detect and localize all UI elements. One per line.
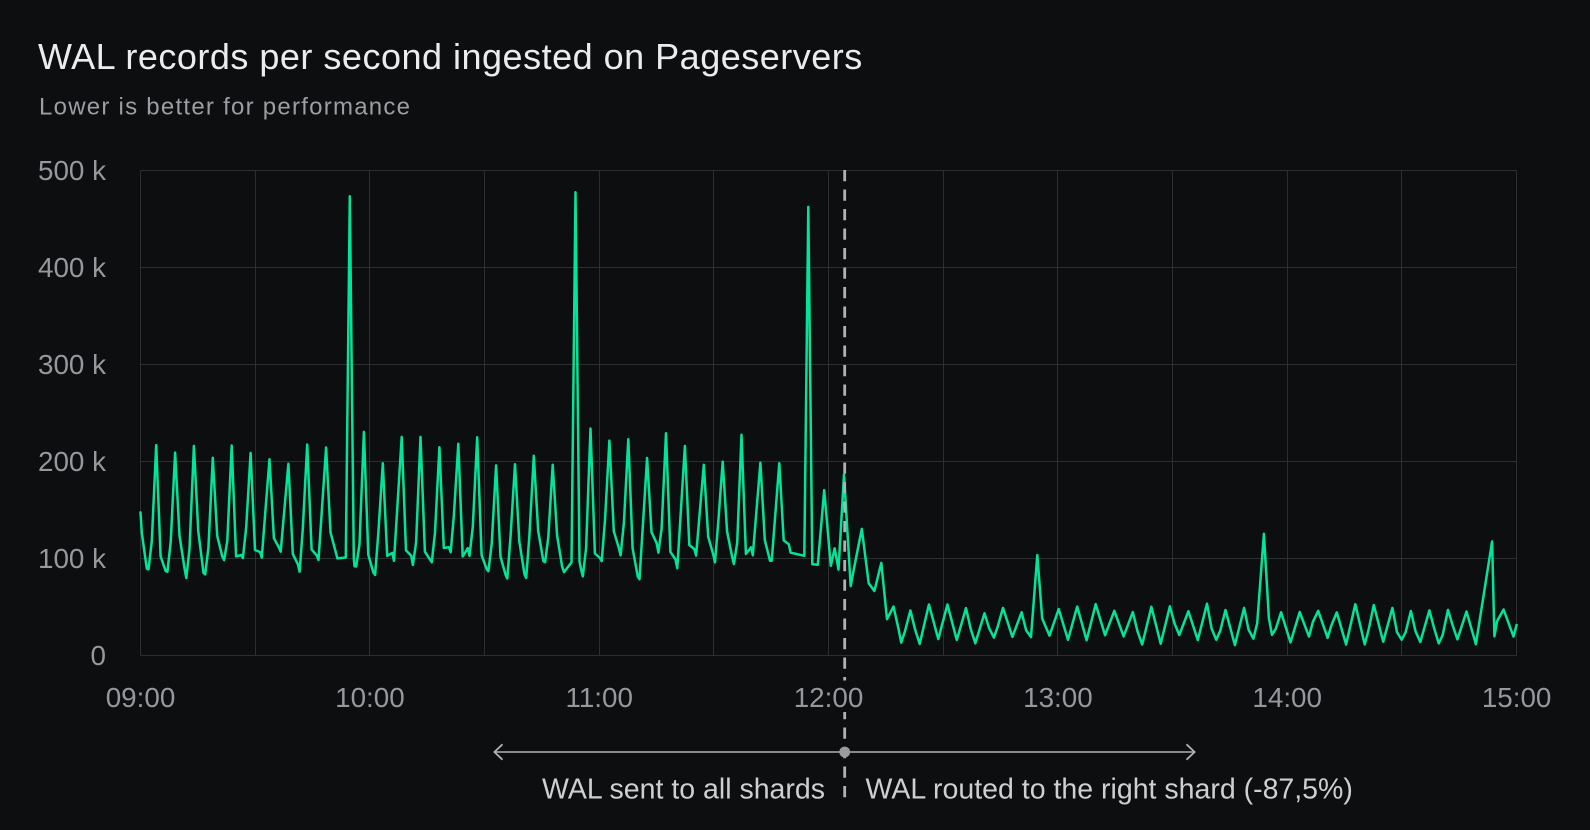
svg-text:09:00: 09:00 <box>106 682 176 713</box>
svg-text:13:00: 13:00 <box>1023 682 1093 713</box>
svg-text:0: 0 <box>91 640 106 671</box>
svg-text:12:00: 12:00 <box>794 682 864 713</box>
svg-text:WAL records per second ingeste: WAL records per second ingested on Pages… <box>38 36 863 77</box>
svg-text:10:00: 10:00 <box>335 682 405 713</box>
svg-text:15:00: 15:00 <box>1482 682 1552 713</box>
svg-text:14:00: 14:00 <box>1252 682 1322 713</box>
svg-text:100 k: 100 k <box>38 543 106 574</box>
svg-text:200 k: 200 k <box>38 446 106 477</box>
svg-text:400 k: 400 k <box>38 252 106 283</box>
svg-text:WAL routed to the right shard: WAL routed to the right shard (-87,5%) <box>866 774 1353 806</box>
svg-text:WAL sent to all shards: WAL sent to all shards <box>542 774 825 806</box>
svg-text:Lower is better for performanc: Lower is better for performance <box>39 94 411 121</box>
svg-text:11:00: 11:00 <box>565 682 633 713</box>
svg-text:500 k: 500 k <box>38 155 106 186</box>
svg-text:300 k: 300 k <box>38 349 106 380</box>
